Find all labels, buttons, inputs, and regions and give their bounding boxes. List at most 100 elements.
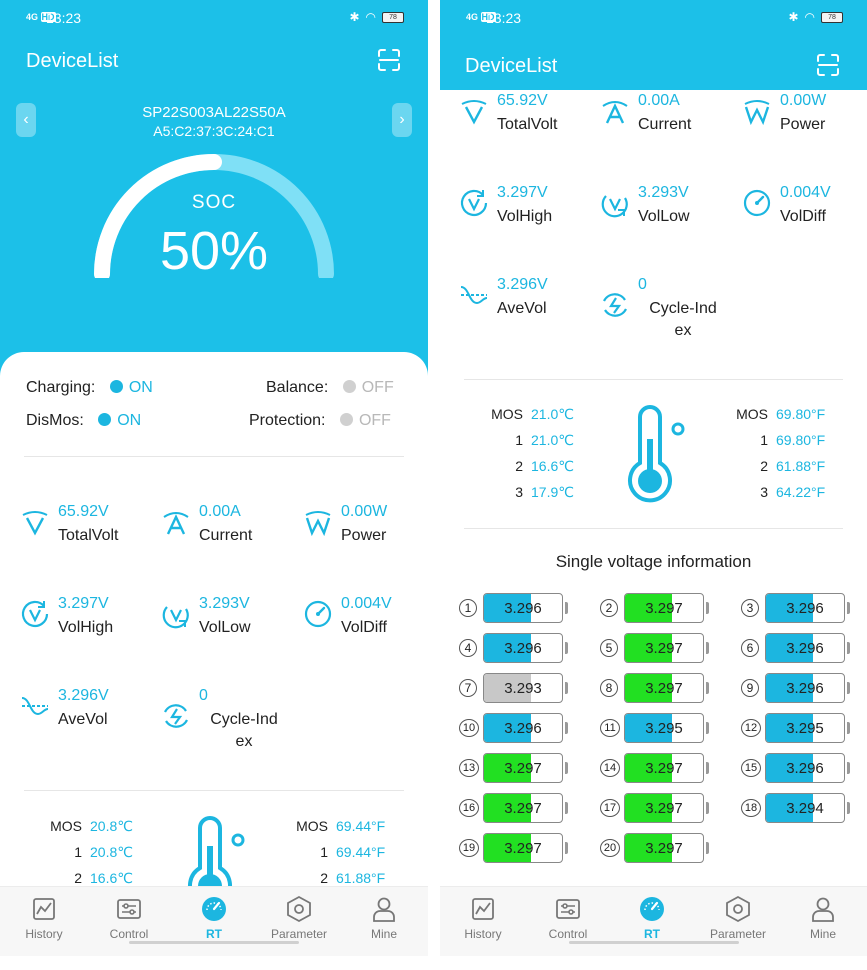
temp-value: 69.44°F bbox=[336, 844, 386, 860]
temp-key: 3 bbox=[515, 484, 523, 500]
volt-down-icon bbox=[162, 606, 189, 629]
tab-label: Mine bbox=[809, 927, 836, 941]
tab-control[interactable]: Control bbox=[528, 895, 608, 941]
status-right: ✱ ◠ 78 bbox=[788, 10, 843, 24]
metric-vol-high: 3.297V VolHigh bbox=[20, 595, 160, 655]
next-device-button[interactable]: › bbox=[392, 103, 412, 137]
temp-key: 1 bbox=[515, 432, 523, 448]
temp-value: 20.8℃ bbox=[90, 844, 133, 860]
chart-icon bbox=[472, 898, 494, 920]
vol-low-value: 3.293V bbox=[199, 595, 250, 612]
tab-history[interactable]: History bbox=[4, 895, 84, 941]
metric-cycle-index: 0 Cycle-Ind ex bbox=[161, 687, 301, 750]
cell-battery: 3.296 bbox=[765, 753, 845, 783]
dashboard-icon bbox=[640, 897, 664, 921]
signal-icon: 4G HD bbox=[26, 12, 56, 22]
sliders-icon bbox=[556, 899, 580, 919]
tab-parameter[interactable]: Parameter bbox=[698, 895, 778, 941]
cell-fill bbox=[625, 594, 672, 622]
cell-fill bbox=[625, 674, 672, 702]
metric-vol-diff: 0.004V VolDiff bbox=[303, 595, 428, 655]
tab-control[interactable]: Control bbox=[89, 895, 169, 941]
divider bbox=[24, 456, 404, 457]
chart-icon bbox=[33, 898, 55, 920]
cell-battery: 3.296 bbox=[483, 713, 563, 743]
bluetooth-icon: ✱ bbox=[788, 10, 799, 24]
cell-voltage: 3.296 bbox=[786, 600, 824, 617]
tab-rt[interactable]: RT bbox=[174, 895, 254, 941]
scan-icon[interactable] bbox=[377, 48, 401, 72]
cell-battery: 3.295 bbox=[765, 713, 845, 743]
single-voltage-title: Single voltage information bbox=[555, 552, 752, 571]
cell-voltage: 3.295 bbox=[786, 720, 824, 737]
tab-label: Mine bbox=[370, 927, 397, 941]
temp-value: 61.88°F bbox=[336, 870, 386, 886]
cell-voltage: 3.296 bbox=[786, 680, 824, 697]
total-volt-label: TotalVolt bbox=[497, 116, 558, 133]
protection-value: OFF bbox=[339, 412, 391, 429]
metric-current: 0.00A Current bbox=[161, 503, 301, 563]
cell-number: 8 bbox=[600, 679, 618, 697]
bluetooth-icon: ✱ bbox=[349, 10, 360, 24]
v-icon bbox=[461, 100, 487, 125]
cell-battery: 3.297 bbox=[624, 593, 704, 623]
page-title: DeviceList bbox=[465, 55, 558, 77]
vol-low-label: VolLow bbox=[199, 619, 251, 636]
metric-vol-diff: 0.004V VolDiff bbox=[742, 184, 867, 244]
a-icon bbox=[163, 512, 189, 535]
cell-fill bbox=[484, 674, 531, 702]
w-icon bbox=[305, 511, 331, 537]
cell-terminal bbox=[706, 642, 709, 654]
cell-fill bbox=[484, 714, 531, 742]
vol-low-label: VolLow bbox=[638, 208, 690, 225]
cell-voltage: 3.297 bbox=[504, 800, 542, 817]
cell-item: 11 3.295 bbox=[600, 713, 728, 743]
cell-fill bbox=[625, 834, 672, 862]
vol-diff-value: 0.004V bbox=[341, 595, 392, 612]
cell-number: 5 bbox=[600, 639, 618, 657]
metric-total-volt: 65.92V TotalVolt bbox=[459, 92, 599, 152]
tab-parameter[interactable]: Parameter bbox=[259, 895, 339, 941]
current-label: Current bbox=[199, 527, 253, 544]
cell-voltage: 3.297 bbox=[645, 680, 683, 697]
metric-vol-low: 3.293V VolLow bbox=[161, 595, 301, 655]
temp-key: 1 bbox=[760, 432, 768, 448]
cell-item: 16 3.297 bbox=[459, 793, 587, 823]
cell-voltage: 3.297 bbox=[645, 640, 683, 657]
prev-device-button[interactable]: ‹ bbox=[16, 103, 36, 137]
metric-power: 0.00W Power bbox=[303, 503, 428, 563]
temp-value: 16.6℃ bbox=[90, 870, 133, 886]
cell-battery: 3.297 bbox=[624, 753, 704, 783]
tab-label: Control bbox=[548, 927, 588, 941]
scan-icon[interactable] bbox=[816, 53, 840, 77]
ave-vol-label: AveVol bbox=[497, 300, 547, 317]
status-card bbox=[0, 352, 428, 956]
tab-mine[interactable]: Mine bbox=[783, 895, 863, 941]
cell-fill bbox=[625, 794, 672, 822]
tab-mine[interactable]: Mine bbox=[344, 895, 424, 941]
temp-key: 2 bbox=[320, 870, 328, 886]
tab-rt[interactable]: RT bbox=[612, 895, 692, 941]
divider bbox=[24, 790, 404, 791]
cell-number: 18 bbox=[741, 799, 761, 817]
temp-key: 2 bbox=[74, 870, 82, 886]
cell-voltage: 3.297 bbox=[504, 840, 542, 857]
cycle-index-value: 0 bbox=[638, 276, 647, 293]
cell-item: 1 3.296 bbox=[459, 593, 587, 623]
metric-cycle-index: 0 Cycle-Ind ex bbox=[600, 276, 740, 339]
temp-row: 1 20.8℃ bbox=[44, 844, 133, 861]
vol-diff-label: VolDiff bbox=[341, 619, 387, 636]
v-icon bbox=[22, 511, 48, 536]
power-value: 0.00W bbox=[780, 92, 827, 109]
tab-history[interactable]: History bbox=[443, 895, 523, 941]
cell-battery: 3.297 bbox=[624, 633, 704, 663]
temp-row: 3 17.9℃ bbox=[485, 484, 574, 501]
cell-fill bbox=[766, 794, 813, 822]
cell-item: 19 3.297 bbox=[459, 833, 587, 863]
temp-row: MOS 21.0℃ bbox=[485, 406, 574, 423]
cell-voltage: 3.297 bbox=[645, 760, 683, 777]
cell-number: 12 bbox=[741, 719, 761, 737]
temp-value: 21.0℃ bbox=[531, 406, 574, 422]
soc-label: SOC bbox=[191, 192, 237, 213]
temp-value: 69.44°F bbox=[336, 818, 386, 834]
